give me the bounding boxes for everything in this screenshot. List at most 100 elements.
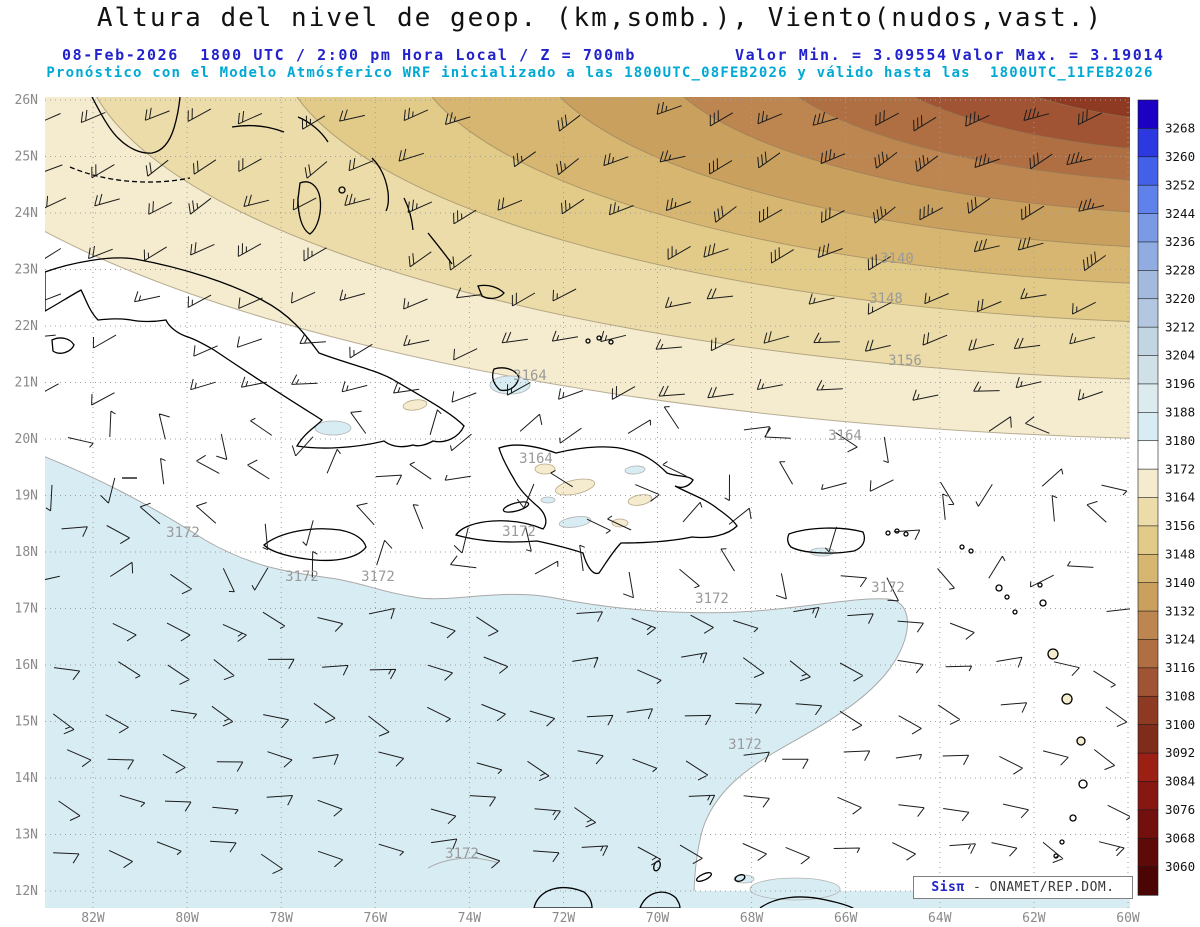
- cream-pocket: [534, 463, 556, 475]
- colorbar-cell: [1137, 553, 1159, 584]
- lat-label: 20N: [15, 432, 38, 447]
- colorbar-label: 3068: [1165, 830, 1195, 845]
- colorbar-cell: [1137, 326, 1159, 357]
- colorbar-label: 3188: [1165, 405, 1195, 420]
- colorbar-cell: [1137, 270, 1159, 300]
- colorbar-label: 3236: [1165, 234, 1195, 249]
- lat-label: 19N: [15, 489, 38, 504]
- contour-label: 3164: [828, 428, 862, 444]
- island: [1037, 582, 1043, 588]
- lon-label: 64W: [928, 911, 952, 926]
- colorbar-cell: [1137, 468, 1159, 499]
- axis-labels: 26N 25N 24N 23N 22N 21N 20N 19N 18N 17N 16N 15N 14N 1…: [15, 93, 1140, 926]
- lat-label: 16N: [15, 658, 38, 673]
- colorbar-cell: [1137, 99, 1159, 129]
- colorbar-cell: [1137, 639, 1159, 669]
- lat-label: 12N: [15, 884, 38, 899]
- cream-pocket: [554, 478, 596, 496]
- lon-label: 76W: [364, 911, 388, 926]
- sea-pocket: [540, 496, 556, 504]
- attribution-text: - ONAMET/REP.DOM.: [964, 880, 1115, 895]
- colorbar-label: 3180: [1165, 433, 1195, 448]
- contour-label: 3172: [695, 591, 729, 607]
- colorbar-label: 3084: [1165, 774, 1195, 789]
- lon-label: 82W: [81, 911, 105, 926]
- gonave-island: [502, 501, 530, 513]
- colorbar-label: 3172: [1165, 461, 1195, 476]
- wind-barbs: [45, 101, 1130, 875]
- colorbar-label: 3164: [1165, 490, 1195, 505]
- colorbar-label: 3244: [1165, 206, 1195, 221]
- island: [338, 186, 346, 194]
- lon-label: 62W: [1022, 911, 1046, 926]
- grid-lines: [45, 97, 1130, 908]
- island: [734, 874, 746, 882]
- lon-label: 60W: [1116, 911, 1140, 926]
- island: [968, 548, 974, 554]
- lon-label: 70W: [646, 911, 670, 926]
- chart-datetime: 08-Feb-2026 1800 UTC / 2:00 pm Hora Loca…: [62, 46, 637, 64]
- colorbar-cell: [1137, 440, 1159, 470]
- island: [695, 872, 713, 882]
- coastline-path: [297, 116, 329, 143]
- coastline-path: [759, 896, 855, 908]
- colorbar-cell: [1137, 497, 1159, 527]
- colorbar-label: 3076: [1165, 802, 1195, 817]
- island: [903, 531, 909, 537]
- island: [1012, 609, 1018, 615]
- lon-label: 78W: [269, 911, 293, 926]
- coastline-path: [231, 125, 285, 133]
- sea-pocket: [558, 516, 592, 528]
- island: [653, 860, 661, 872]
- island: [1047, 648, 1059, 660]
- chart-subtitle-row: 08-Feb-2026 1800 UTC / 2:00 pm Hora Loca…: [0, 46, 1200, 66]
- contour-label: 3172: [166, 525, 200, 541]
- island: [1061, 693, 1073, 705]
- sea-pocket: [314, 420, 352, 436]
- colorbar-cell: [1137, 610, 1159, 641]
- contour-label: 3140: [880, 251, 914, 267]
- lat-label: 13N: [15, 828, 38, 843]
- island: [959, 544, 965, 550]
- colorbar-cell: [1137, 724, 1159, 754]
- island: [1059, 839, 1065, 845]
- colorbar-label: 3148: [1165, 547, 1195, 562]
- lat-label: 26N: [15, 93, 38, 108]
- coastlines: [45, 97, 1088, 908]
- lon-label: 80W: [175, 911, 199, 926]
- south-edge-band: [45, 891, 1130, 908]
- island: [585, 338, 591, 344]
- colorbar-cell: [1137, 355, 1159, 385]
- island: [885, 530, 891, 536]
- colorbar-cell: [1137, 809, 1159, 839]
- lon-label: 68W: [740, 911, 764, 926]
- colorbar-label: 3100: [1165, 717, 1195, 732]
- lon-label: 74W: [458, 911, 482, 926]
- lat-label: 17N: [15, 602, 38, 617]
- colorbar-label: 3228: [1165, 263, 1195, 278]
- colorbar-cell: [1137, 383, 1159, 413]
- colorbar-label: 3260: [1165, 149, 1195, 164]
- colorbar-label: 3124: [1165, 632, 1195, 647]
- island: [1039, 599, 1047, 607]
- valor-min: Valor Min. = 3.09554: [735, 46, 948, 64]
- contour-labels: 3140 3148 3156 3164 3164 3164 3172 3172 3172 3172…: [166, 251, 922, 862]
- lat-label: 14N: [15, 771, 38, 786]
- colorbar-cell: [1137, 582, 1159, 612]
- island: [995, 584, 1003, 592]
- colorbar-cell: [1137, 866, 1159, 896]
- colorbar: 3268 3260 3252 3244 3236 3228 3220 3212 3204 3196…: [1137, 99, 1195, 896]
- colorbar-cell: [1137, 837, 1159, 868]
- cream-pocket: [611, 518, 629, 528]
- contour-squiggle: [427, 857, 499, 869]
- island: [1069, 814, 1077, 822]
- contour-label: 3172: [361, 569, 395, 585]
- colorbar-label: 3252: [1165, 177, 1195, 192]
- colorbar-label: 3132: [1165, 603, 1195, 618]
- coastline-path: [787, 527, 866, 554]
- contour-label: 3172: [871, 580, 905, 596]
- colorbar-cell: [1137, 184, 1159, 215]
- coastline-path: [45, 257, 465, 449]
- lat-label: 18N: [15, 545, 38, 560]
